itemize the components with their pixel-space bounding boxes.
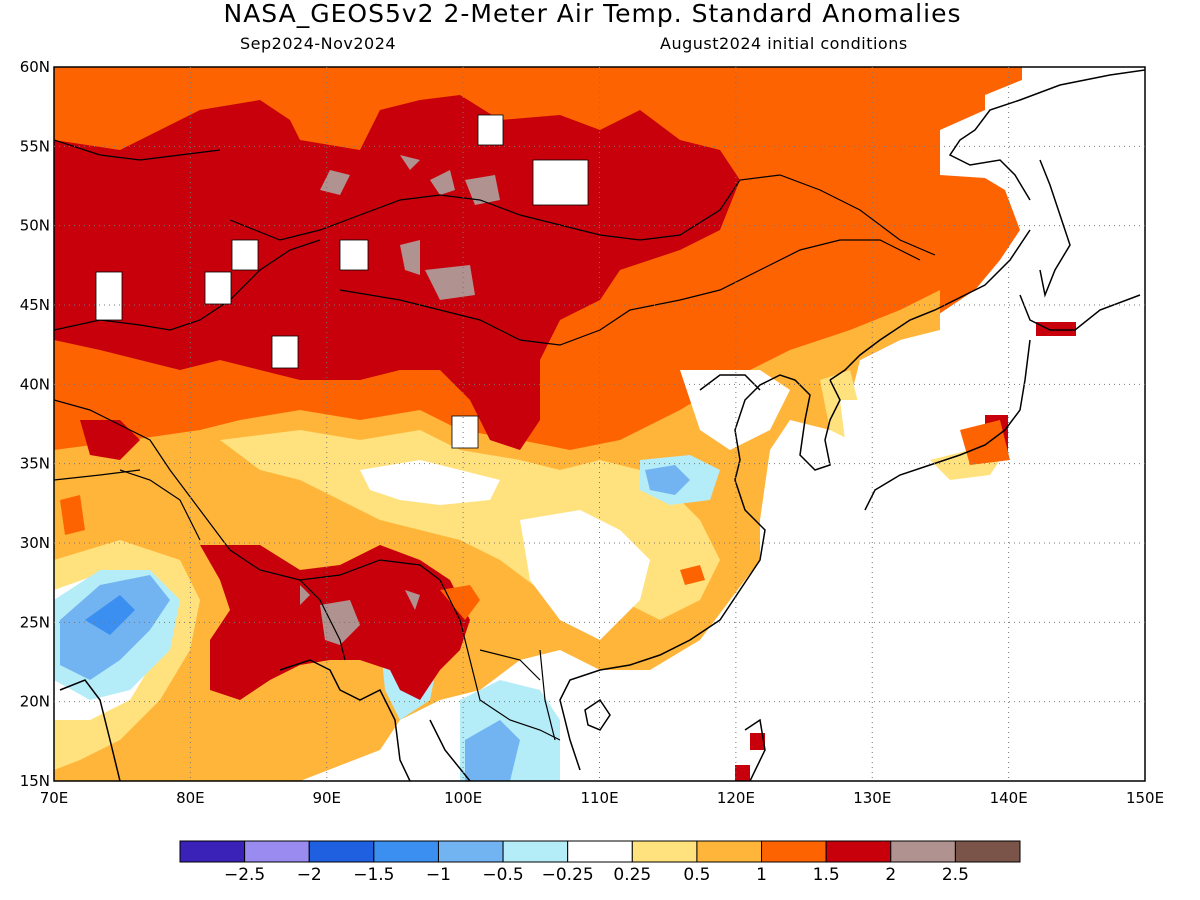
colorbar-swatch [890, 840, 956, 863]
gridlines [54, 67, 1145, 781]
colorbar-swatch [437, 840, 504, 863]
colorbar-label: −0.25 [542, 865, 594, 885]
y-tick-label: 30N [20, 534, 50, 552]
colorbar-label: 2.5 [942, 865, 969, 885]
colorbar-label: 2 [885, 865, 896, 885]
colorbar-swatch [567, 840, 633, 863]
initial-conditions: August2024 initial conditions [660, 34, 908, 53]
no-data-cells [95, 114, 589, 449]
x-tick-label: 150E [1126, 789, 1164, 807]
country-borders [54, 139, 936, 741]
x-tick-label: 140E [990, 789, 1028, 807]
x-tick-label: 100E [444, 789, 482, 807]
x-tick-label: 110E [580, 789, 618, 807]
anomaly-region-neutral [360, 460, 500, 505]
y-axis-labels: 15N 20N 25N 30N 35N 40N 45N 50N 55N 60N [20, 58, 50, 790]
colorbar-label: 0.25 [613, 865, 651, 885]
colorbar-swatch [631, 840, 698, 863]
colorbar-swatch [373, 840, 439, 863]
x-tick-label: 120E [717, 789, 755, 807]
colorbar-label: −2 [297, 865, 322, 885]
colorbar-label: −1.5 [353, 865, 394, 885]
colorbar-label: 0.5 [683, 865, 710, 885]
colorbar-swatch [502, 840, 569, 863]
colorbar-label: −1 [426, 865, 451, 885]
y-tick-label: 45N [20, 296, 50, 314]
y-tick-label: 40N [20, 375, 50, 393]
colorbar-swatch [179, 840, 246, 863]
y-tick-label: 55N [20, 137, 50, 155]
y-tick-label: 15N [20, 772, 50, 790]
x-tick-label: 70E [40, 789, 69, 807]
x-tick-label: 90E [312, 789, 341, 807]
forecast-period: Sep2024-Nov2024 [240, 34, 397, 53]
y-tick-label: 60N [20, 58, 50, 76]
colorbar-label: 1.5 [813, 865, 840, 885]
colorbar-swatch [825, 840, 892, 863]
colorbar-swatch [761, 840, 827, 863]
y-tick-label: 50N [20, 217, 50, 235]
colorbar-label: 1 [756, 865, 767, 885]
colorbar-swatch [308, 840, 375, 863]
colorbar-swatch [954, 840, 1021, 863]
anomaly-field [54, 67, 1145, 781]
colorbar-labels: −2.5 −2 −1.5 −1 −0.5 −0.25 0.25 0.5 1 1.5 2 2.5 [224, 865, 969, 885]
coastlines [59, 69, 1145, 781]
x-tick-label: 130E [853, 789, 891, 807]
x-axis-labels: 70E 80E 90E 100E 110E 120E 130E 140E 150E [40, 789, 1164, 807]
colorbar [179, 840, 1021, 863]
colorbar-label: −0.5 [482, 865, 523, 885]
y-tick-label: 35N [20, 455, 50, 473]
y-tick-label: 25N [20, 613, 50, 631]
y-tick-label: 20N [20, 693, 50, 711]
colorbar-swatch [696, 840, 763, 863]
map-title: NASA_GEOS5v2 2-Meter Air Temp. Standard … [223, 0, 962, 28]
colorbar-label: −2.5 [224, 865, 265, 885]
colorbar-swatch [244, 840, 310, 863]
x-tick-label: 80E [176, 789, 205, 807]
